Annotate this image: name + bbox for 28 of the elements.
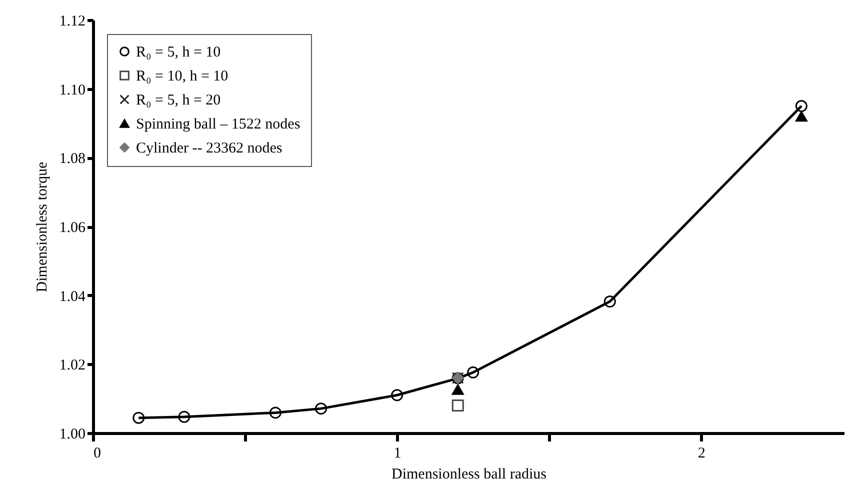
- point: [315, 402, 328, 415]
- y-tick-label: 1.12: [59, 14, 86, 30]
- y-tick-label: 1.10: [59, 82, 86, 98]
- y-tick-label: 1.02: [59, 358, 86, 374]
- legend-label: Spinning ball – 1522 nodes: [136, 116, 300, 132]
- legend-label: R₀ = 5, h = 10: [136, 44, 221, 60]
- legend-label: R₀ = 5, h = 20: [136, 92, 221, 108]
- point: [132, 412, 145, 424]
- point: [604, 296, 616, 308]
- point: [452, 384, 464, 395]
- x-tick-label: 1: [394, 446, 402, 462]
- point: [391, 389, 404, 402]
- x-tick-label: 2: [698, 446, 706, 462]
- point: [795, 100, 808, 112]
- legend-label: R₀ = 10, h = 10: [136, 68, 228, 84]
- y-tick-label: 1.00: [59, 426, 86, 442]
- point: [178, 410, 190, 423]
- point: [452, 399, 464, 412]
- legend-label: Cylinder -- 23362 nodes: [136, 140, 282, 156]
- y-tick-label: 1.04: [59, 288, 86, 305]
- point: [269, 406, 282, 419]
- x-tick-label: 0: [94, 446, 101, 462]
- y-tick-label: 1.06: [59, 220, 86, 236]
- x-axis-title: Dimensionless ball radius: [392, 466, 547, 482]
- y-tick-label: 1.08: [59, 151, 86, 168]
- point: [467, 366, 480, 378]
- y-axis-title: Dimensionless torque: [34, 161, 50, 292]
- point: [795, 111, 808, 122]
